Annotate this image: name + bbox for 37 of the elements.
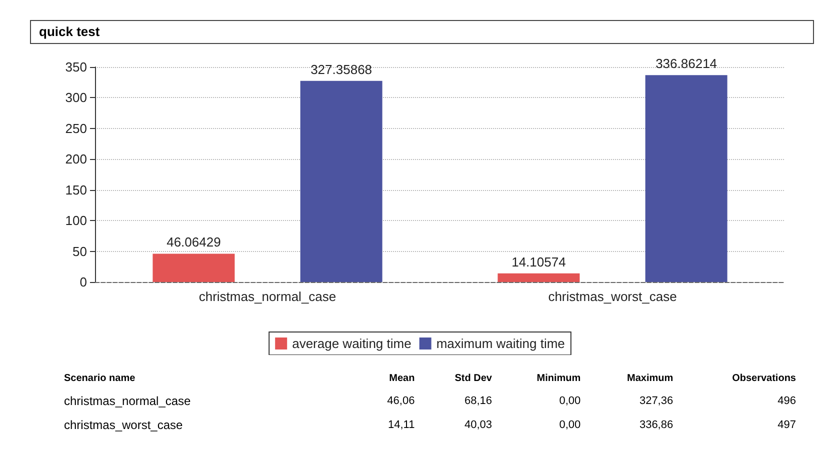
y-tick-label: 50 — [72, 244, 87, 259]
text: 68,16 — [463, 394, 493, 409]
text: 496 — [776, 394, 797, 409]
text: 46,06 — [386, 394, 416, 409]
y-tick-label: 300 — [65, 90, 87, 106]
text: christmas_normal_case — [63, 393, 192, 410]
text: 0,00 — [558, 394, 582, 409]
text: Scenario name — [63, 372, 136, 386]
text: Maximum — [626, 372, 674, 386]
legend-label: maximum waiting time — [436, 336, 565, 351]
data-label: 327.35868 — [310, 62, 372, 77]
y-tick-label: 0 — [80, 274, 87, 290]
text: 0,00 — [558, 418, 582, 433]
bar — [645, 75, 728, 282]
y-tick-label: 350 — [65, 60, 87, 74]
bar — [152, 254, 235, 282]
text: Mean — [388, 372, 416, 386]
text: 327,36 — [638, 394, 674, 409]
data-label: 46.06429 — [166, 234, 221, 250]
text: Minimum — [536, 372, 582, 386]
text: 14,11 — [386, 418, 416, 433]
y-tick-label: 250 — [65, 120, 87, 136]
legend-label: average waiting time — [292, 336, 412, 351]
y-tick-label: 100 — [65, 213, 87, 228]
chart-title: quick test — [30, 20, 814, 44]
bar — [300, 80, 382, 282]
text: Std Dev — [454, 372, 493, 386]
text: Observations — [731, 372, 797, 386]
data-label: 336.86214 — [656, 56, 718, 72]
text: 40,03 — [463, 418, 493, 433]
data-label: 14.10574 — [512, 254, 566, 270]
text: 336,86 — [638, 418, 674, 433]
bar — [498, 273, 580, 282]
y-tick-label: 200 — [65, 152, 87, 167]
text: christmas_worst_case — [63, 417, 184, 434]
y-tick-label: 150 — [65, 182, 87, 198]
text: 497 — [776, 418, 797, 433]
